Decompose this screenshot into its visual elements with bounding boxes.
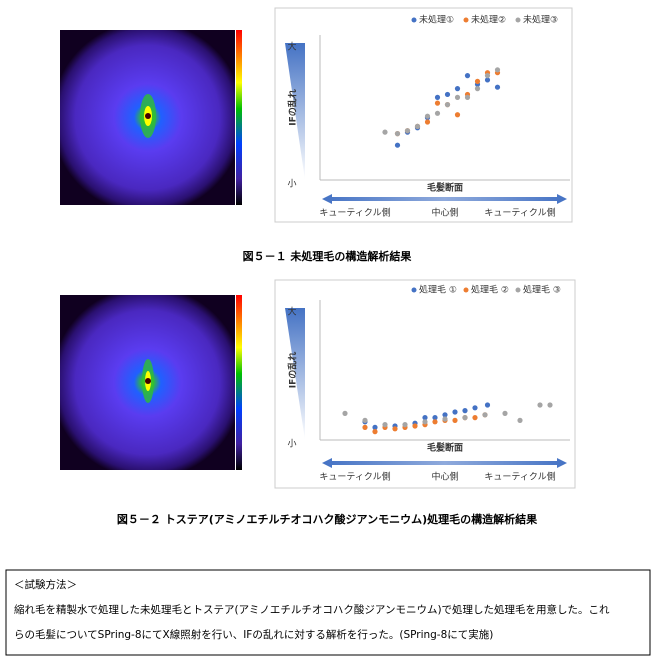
region-arrow xyxy=(322,194,567,204)
scatter-point xyxy=(394,131,401,137)
scatter-point xyxy=(484,73,491,79)
scatter-point xyxy=(372,429,378,435)
scatter-point xyxy=(392,426,398,432)
scatter-point xyxy=(452,409,458,415)
legend-marker xyxy=(515,17,521,23)
legend-marker xyxy=(411,17,417,23)
scatter-point xyxy=(494,84,501,90)
scatter-point xyxy=(434,110,441,116)
chart-frame xyxy=(274,7,573,223)
scatter-point xyxy=(362,417,368,423)
scatter-point xyxy=(422,415,428,421)
y-high-label: 大 xyxy=(287,306,296,318)
y-low-label: 小 xyxy=(287,439,296,450)
legend-marker xyxy=(463,287,469,293)
legend-label: 未処理③ xyxy=(523,14,558,26)
figure-caption: 図５－１ 未処理毛の構造解析結果 xyxy=(243,249,412,263)
scatter-point xyxy=(547,402,553,408)
scatter-point xyxy=(462,408,468,414)
scatter-point xyxy=(434,94,441,100)
axis-gradient xyxy=(285,43,305,180)
scatter-point xyxy=(382,129,388,135)
scatter-point xyxy=(404,128,411,134)
legend-marker xyxy=(515,287,521,293)
scatter-point xyxy=(442,416,448,422)
scatter-point xyxy=(434,100,441,106)
scatter-point xyxy=(412,423,418,429)
legend-marker xyxy=(463,17,469,23)
scatter-point xyxy=(472,405,478,411)
scatter-point xyxy=(422,419,428,425)
xray-image xyxy=(60,295,242,470)
scatter-point xyxy=(382,422,388,428)
legend-label: 未処理② xyxy=(471,14,506,26)
scatter-point xyxy=(464,94,471,100)
scatter-point xyxy=(394,142,401,148)
figure-caption: 図５－２ トステア(アミノエチルチオコハク酸ジアンモニウム)処理毛の構造解析結果 xyxy=(117,512,537,526)
legend-label: 未処理① xyxy=(419,14,454,26)
scatter-point xyxy=(424,119,431,125)
region-label: 中心側 xyxy=(431,471,458,483)
scatter-point xyxy=(444,91,451,98)
scatter-point xyxy=(494,67,501,73)
scatter-point xyxy=(402,422,408,428)
region-label: 中心側 xyxy=(431,207,458,219)
scatter-point xyxy=(454,94,461,100)
scatter-point xyxy=(472,415,478,421)
scatter-point xyxy=(484,77,491,83)
method-heading: ＜試験方法＞ xyxy=(14,578,77,591)
scatter-point xyxy=(342,410,348,416)
scatter-point xyxy=(474,78,481,84)
region-label: キューティクル側 xyxy=(484,207,555,219)
scatter-point xyxy=(482,412,488,418)
legend-label: 処理毛 ③ xyxy=(523,284,561,296)
scatter-point xyxy=(454,112,461,118)
method-text: 縮れ毛を精製水で処理した未処理毛とトステア(アミノエチルチオコハク酸ジアンモニウ… xyxy=(14,603,610,616)
scatter-point xyxy=(454,86,461,92)
y-axis-label: IFの乱れ xyxy=(287,89,299,126)
chart-frame xyxy=(274,279,576,489)
method-text: らの毛髪についてSPring-8にてX線照射を行い、IFの乱れに対する解析を行っ… xyxy=(14,628,493,641)
legend-marker xyxy=(411,287,417,293)
scatter-point xyxy=(414,123,421,129)
region-arrow xyxy=(322,458,567,468)
legend-label: 処理毛 ① xyxy=(419,284,457,296)
y-axis-label: IFの乱れ xyxy=(287,352,299,389)
x-axis-label: 毛髪断面 xyxy=(427,182,463,194)
region-label: キューティクル側 xyxy=(319,471,390,483)
scatter-point xyxy=(432,415,438,421)
scatter-point xyxy=(517,417,523,423)
axis-gradient xyxy=(285,308,305,440)
legend-label: 処理毛 ② xyxy=(471,284,509,296)
scatter-point xyxy=(452,417,458,423)
y-high-label: 大 xyxy=(287,41,296,53)
scatter-point xyxy=(502,410,508,416)
scatter-point xyxy=(537,402,543,408)
region-label: キューティクル側 xyxy=(484,471,555,483)
scatter-point xyxy=(372,424,378,430)
y-low-label: 小 xyxy=(287,179,296,190)
scatter-point xyxy=(464,73,471,79)
scatter-point xyxy=(444,102,451,108)
xray-image xyxy=(60,30,242,205)
x-axis-label: 毛髪断面 xyxy=(427,442,463,454)
scatter-point xyxy=(484,402,491,408)
scatter-point xyxy=(442,412,448,418)
scatter-point xyxy=(474,86,481,92)
scatter-point xyxy=(362,424,368,430)
scatter-point xyxy=(462,415,468,421)
method-box xyxy=(5,569,651,656)
scatter-point xyxy=(424,113,431,119)
region-label: キューティクル側 xyxy=(319,207,390,219)
scatter-point xyxy=(432,419,438,425)
